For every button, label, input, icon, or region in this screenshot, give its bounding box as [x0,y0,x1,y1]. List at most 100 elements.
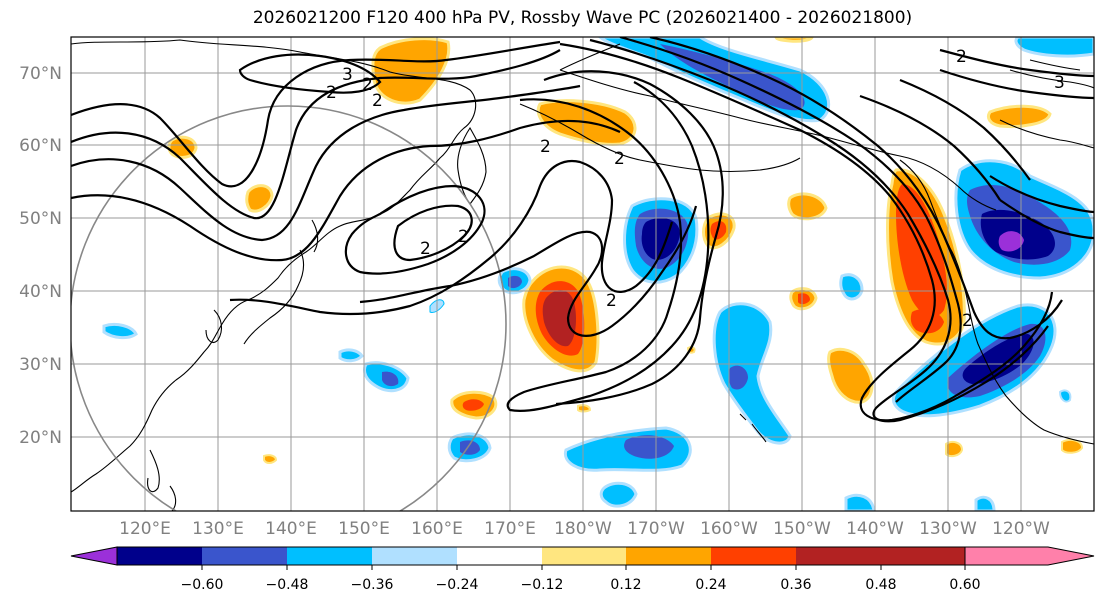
lon-label: 120°W [992,519,1050,539]
colorbar-segment [626,547,711,565]
pv-contour-8 [543,70,724,406]
pos-anomaly-subtrop-1-core [462,399,484,411]
colorbar-tick-label: −0.60 [181,577,224,593]
neg-anomaly-southwest-core [962,334,1034,384]
contour-labels: 3 2 2 2 2 2 2 2 2 3 2 2 [326,47,1065,331]
neg-anomaly-subtrop-1-core [624,435,674,459]
lat-label: 70°N [19,64,62,84]
colorbar-min-extension [70,546,118,566]
contour-label: 2 [606,291,617,311]
pos-anomaly-asia-2 [245,184,274,213]
map-area: 3 2 2 2 2 2 2 2 2 3 2 2 [71,37,1094,511]
neg-anomaly-subtrop-band-core [728,365,748,390]
pos-anomaly-subtrop-3 [1061,439,1084,454]
colorbar-tick-label: 0.24 [695,577,726,593]
pos-anomaly-npac-2 [787,192,828,221]
lon-label: 130°E [192,519,244,539]
colorbar-tick-labels: −0.60 −0.48 −0.36 −0.24 −0.12 0.12 0.24 … [181,577,981,593]
colorbar-segment [796,547,881,565]
pv-contour-1 [71,40,561,188]
lon-label: 150°E [338,519,390,539]
pv-contour-11 [559,42,1054,422]
pv-contour-15 [859,78,1031,201]
coastline-asia-east [71,213,381,493]
lon-label: 150°W [773,519,831,539]
contour-label: 2 [962,311,973,331]
colorbar-max-extension [965,547,1094,565]
contour-label: 2 [614,149,625,169]
lat-label: 30°N [19,355,62,375]
neg-anomaly-subtrop-3-core [382,371,399,387]
colorbar-ticks [201,565,966,570]
neg-anomaly-arctic-ne [1014,37,1094,58]
neg-anomaly-small-1-core [508,275,522,289]
pos-anomaly-arctic [371,37,451,105]
pv-contour-3 [71,84,581,242]
contour-label: 2 [362,75,373,95]
colorbar-segment [372,547,457,565]
neg-anomaly-small-8 [974,495,996,511]
pos-anomaly-alaska [986,104,1052,128]
map-frame [70,36,1095,512]
neg-anomaly-small-9 [1058,389,1072,403]
contour-label: 3 [342,65,353,85]
lat-label: 40°N [19,282,62,302]
rossby-wave-packet-circle [71,105,507,511]
pos-anomaly-arctic-2 [774,37,814,43]
lon-label: 140°W [846,519,904,539]
neg-anomaly-subtrop-band [712,302,792,445]
neg-anomaly-ne-low-max [998,231,1024,252]
coastline-canada-arctic [1009,59,1094,89]
lon-label: 170°W [627,519,685,539]
lon-label: 130°W [919,519,977,539]
lon-label: 140°E [265,519,317,539]
pos-anomaly-npac-3-core [798,293,810,305]
neg-anomaly-small-7 [844,493,876,511]
colorbar-tick-label: −0.12 [521,577,564,593]
coastline-hawaii [739,413,767,443]
pos-anomaly-coast-core-2 [910,309,944,334]
pv-contour-9 [344,184,486,275]
colorbar-tick-label: 0.60 [949,577,980,593]
pos-anomaly-subtrop-5 [577,404,592,413]
colorbar-tick-label: 0.36 [780,577,811,593]
pv-contour-5 [359,205,698,337]
contour-label: 2 [540,137,551,157]
pv-contour-4 [71,119,621,262]
neg-anomaly-small-2 [839,273,864,301]
colorbar-tick-label: −0.36 [351,577,394,593]
pos-anomaly-subtrop-4 [263,454,278,464]
colorbar-tick-label: −0.48 [266,577,309,593]
coastline-aleutians [639,157,801,173]
contour-label: 2 [458,227,469,247]
colorbar-frame [116,546,966,566]
pv-contours [71,37,1094,423]
latitude-labels: 70°N 60°N 50°N 40°N 30°N 20°N [19,64,62,448]
lat-label: 20°N [19,428,62,448]
colorbar-segment [202,547,287,565]
colorbar-segment [287,547,372,565]
coastline-north-america [899,119,1094,445]
map-title: 2026021200 F120 400 hPa PV, Rossby Wave … [252,8,913,28]
longitude-labels: 120°E 130°E 140°E 150°E 160°E 170°E 180°… [119,519,1050,539]
lat-label: 60°N [19,136,62,156]
pv-contour-14 [649,37,1063,340]
contour-label: 2 [420,239,431,259]
colorbar-segment [117,547,202,565]
colorbar-segment [542,547,626,565]
pv-contour-16 [939,48,1094,100]
graticule [71,37,1094,511]
pos-anomaly-dateline-max [542,290,576,347]
colorbar-tick-label: 0.48 [865,577,896,593]
contour-label: 3 [1054,73,1065,93]
lon-label: 170°E [484,519,536,539]
contour-label: 2 [326,83,337,103]
lat-label: 50°N [19,209,62,229]
colorbar-tick-label: −0.24 [436,577,479,593]
pv-contour-2 [71,49,561,220]
pv-contour-18 [238,53,382,94]
pos-anomaly-subtrop-2 [945,441,964,458]
lon-label: 160°W [700,519,758,539]
colorbar-segment [881,547,965,565]
